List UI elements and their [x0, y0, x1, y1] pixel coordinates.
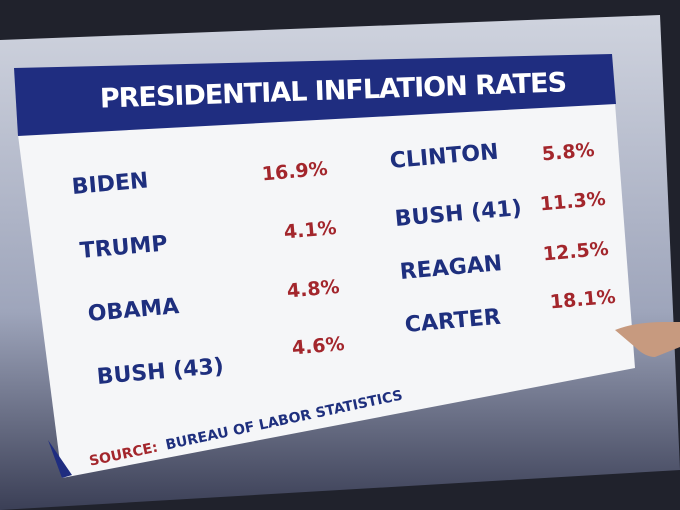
inflation-rate: 4.6% — [291, 333, 345, 360]
corner-accent — [48, 440, 72, 478]
title-band — [14, 54, 616, 136]
presenter-hand — [615, 322, 680, 357]
inflation-rate: 5.8% — [541, 139, 595, 166]
panel — [18, 103, 635, 478]
inflation-rate: 4.1% — [283, 217, 337, 244]
inflation-rate: 4.8% — [286, 276, 340, 303]
